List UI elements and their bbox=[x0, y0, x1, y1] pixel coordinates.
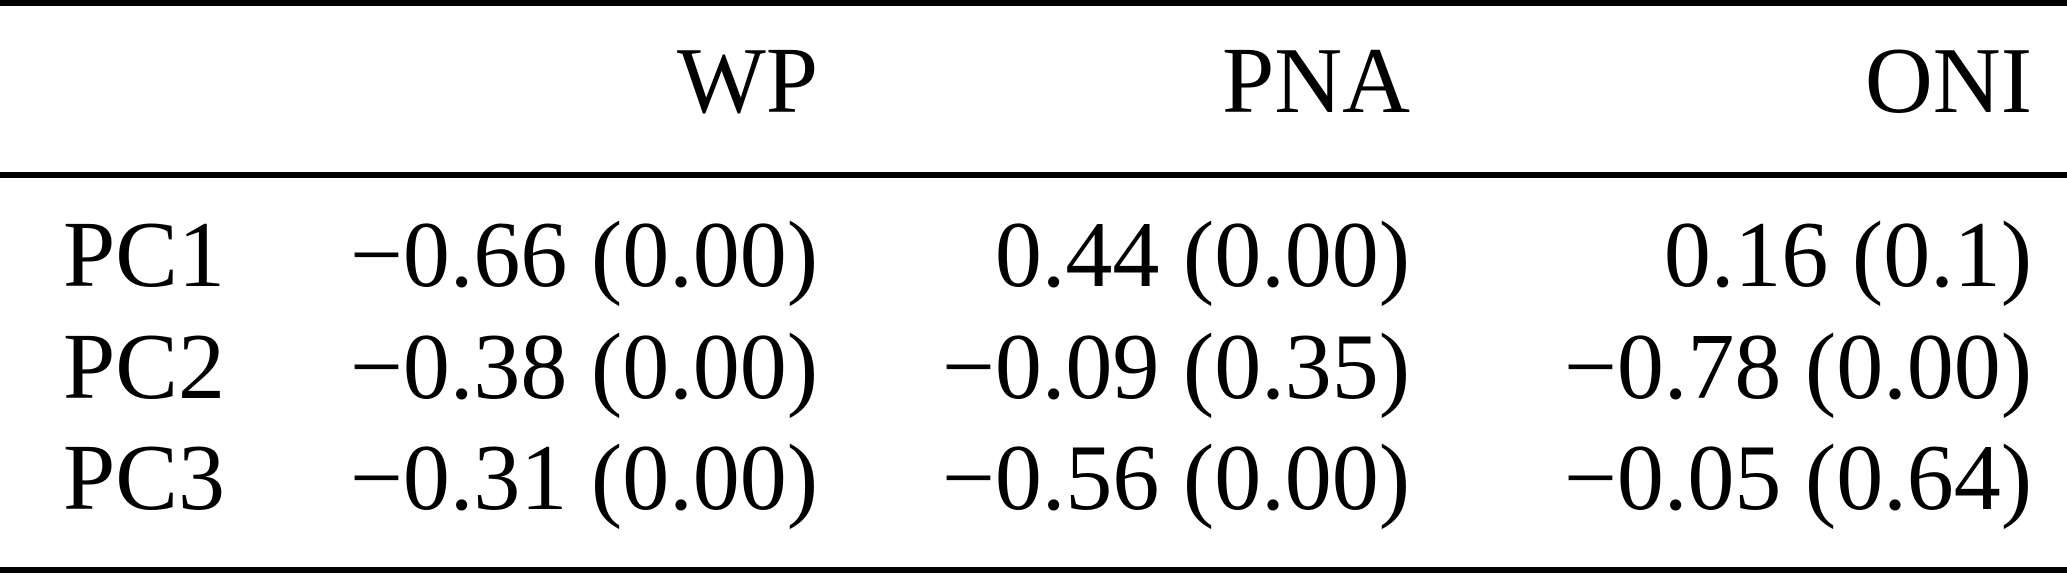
cell-pc2-pna: −0.09 (0.35) bbox=[941, 315, 1410, 419]
cell-pc3-pna: −0.56 (0.00) bbox=[941, 426, 1410, 530]
table-top-rule bbox=[0, 0, 2067, 6]
cell-pc1-oni: 0.16 (0.1) bbox=[1663, 203, 2032, 307]
cell-pc3-oni: −0.05 (0.64) bbox=[1563, 426, 2032, 530]
table-row: PC1 −0.66 (0.00) 0.44 (0.00) 0.16 (0.1) bbox=[0, 208, 2032, 302]
row-label-pc3: PC3 bbox=[63, 426, 225, 530]
header-empty-cell bbox=[0, 34, 280, 128]
table-header-row: WP PNA ONI bbox=[0, 34, 2032, 128]
row-label-pc2: PC2 bbox=[63, 315, 225, 419]
cell-pc2-oni: −0.78 (0.00) bbox=[1563, 315, 2032, 419]
table-row: PC3 −0.31 (0.00) −0.56 (0.00) −0.05 (0.6… bbox=[0, 431, 2032, 525]
cell-pc1-wp: −0.66 (0.00) bbox=[349, 203, 818, 307]
header-wp: WP bbox=[677, 29, 818, 133]
cell-pc3-wp: −0.31 (0.00) bbox=[349, 426, 818, 530]
table-row: PC2 −0.38 (0.00) −0.09 (0.35) −0.78 (0.0… bbox=[0, 320, 2032, 414]
header-pna: PNA bbox=[1221, 29, 1410, 133]
header-oni: ONI bbox=[1864, 29, 2032, 133]
table-mid-rule bbox=[0, 172, 2067, 178]
row-label-pc1: PC1 bbox=[63, 203, 225, 307]
cell-pc1-pna: 0.44 (0.00) bbox=[994, 203, 1410, 307]
cell-pc2-wp: −0.38 (0.00) bbox=[349, 315, 818, 419]
table-bottom-rule bbox=[0, 567, 2067, 573]
